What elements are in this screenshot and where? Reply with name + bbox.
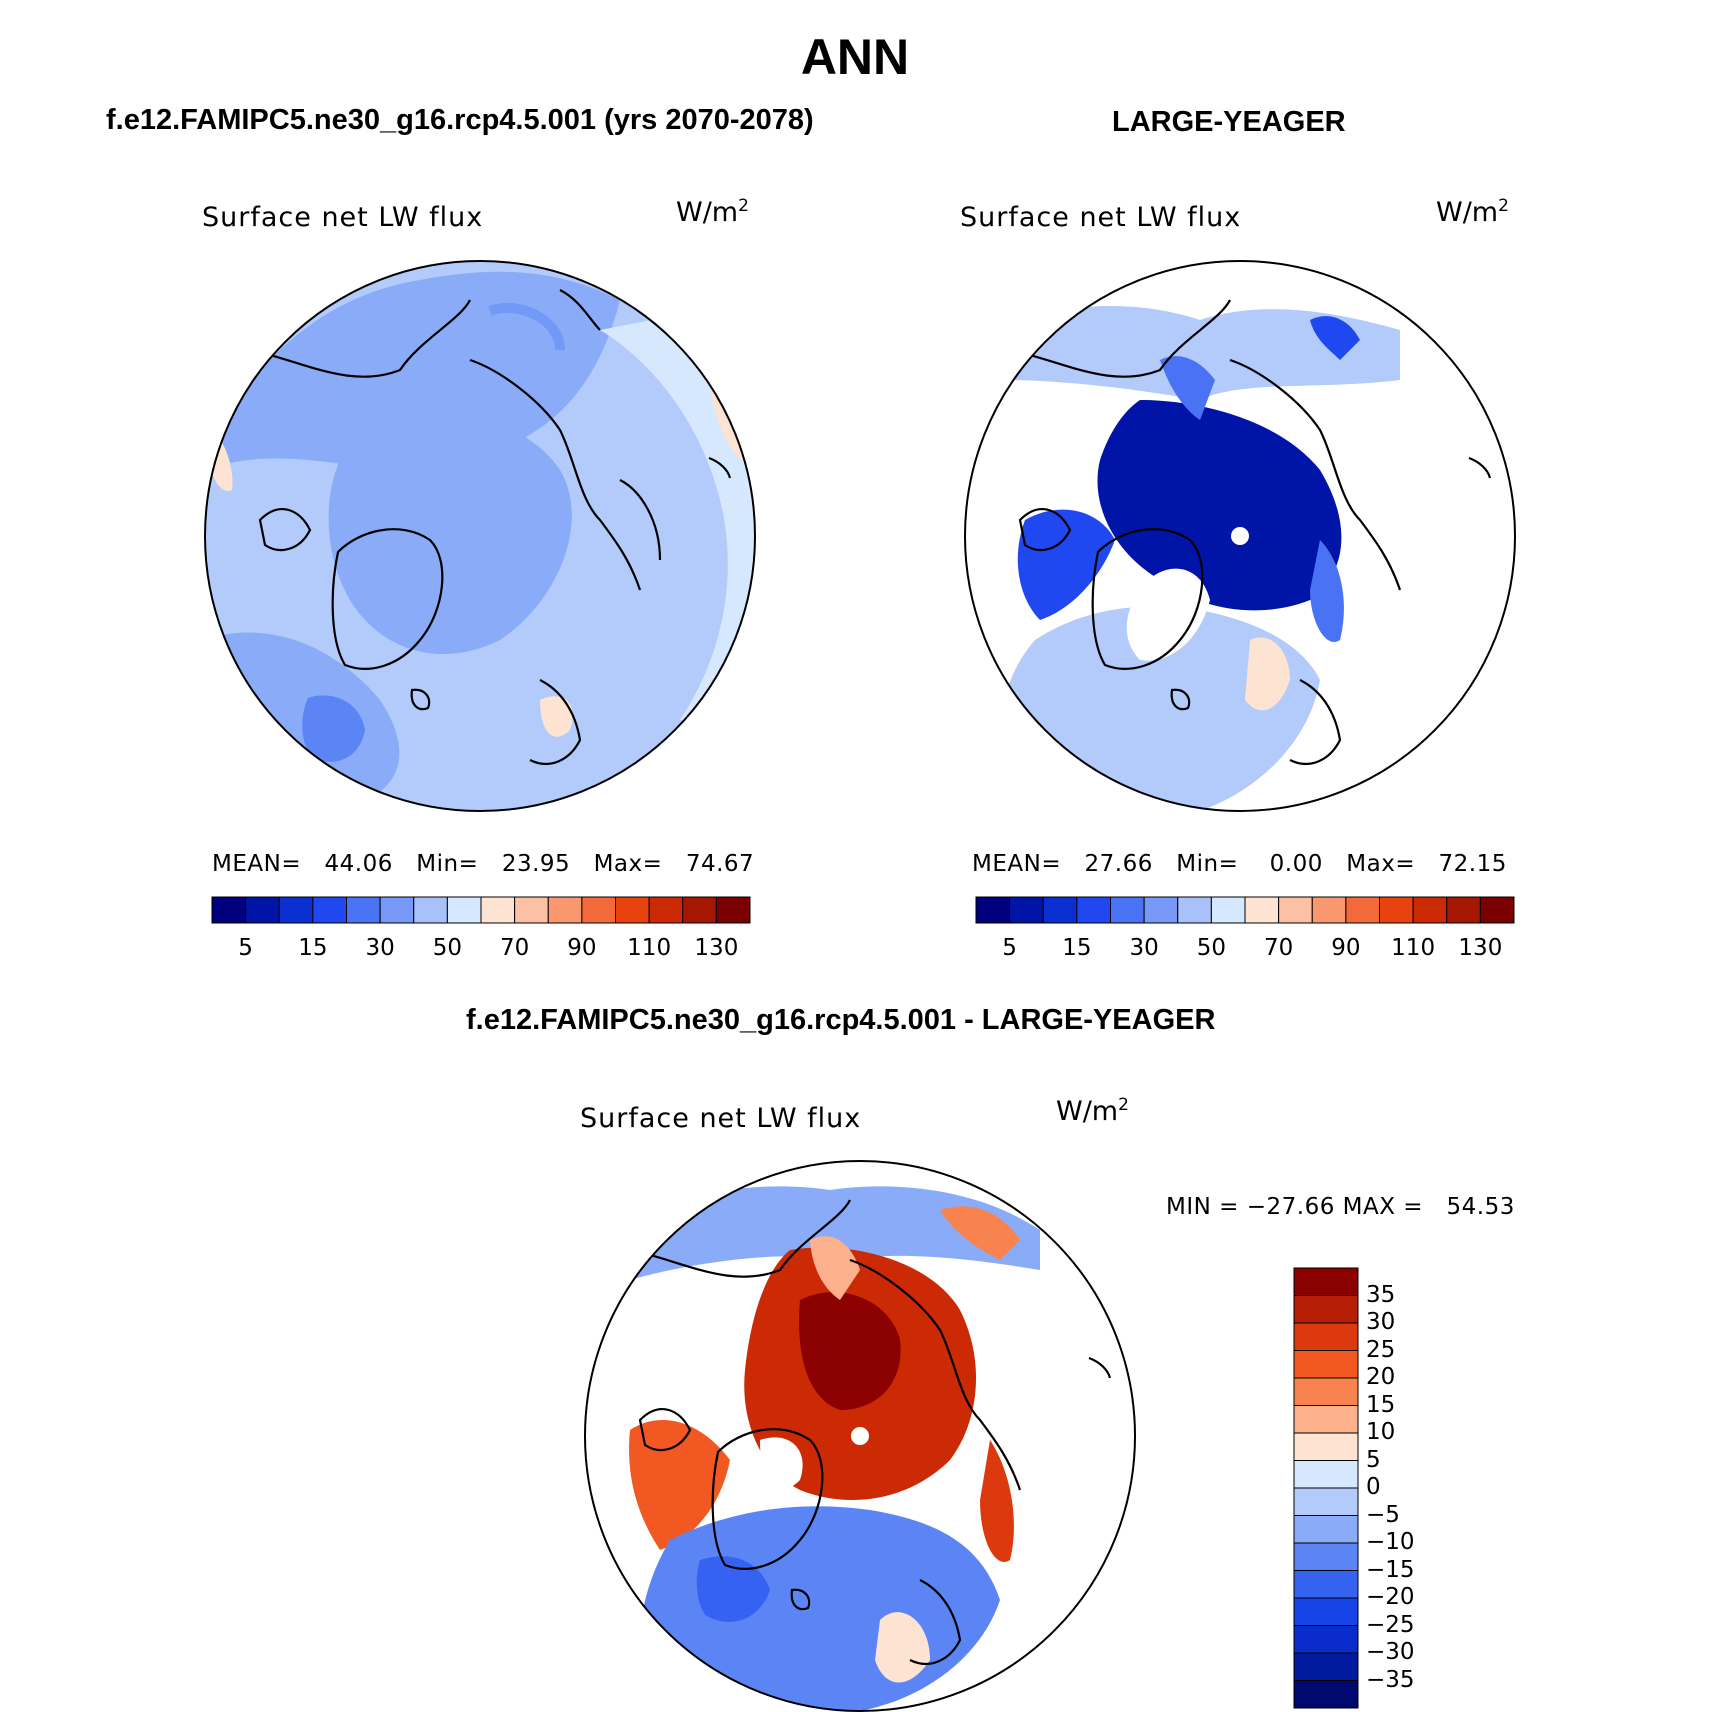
panel3-colorbar-swatch-8 — [1293, 1487, 1359, 1516]
panel3-colorbar-swatch-5 — [1293, 1405, 1359, 1434]
panel3-colorbar-tick-label: −30 — [1366, 1639, 1415, 1665]
panel1-colorbar-tick-label: 70 — [499, 935, 530, 961]
panel3-colorbar-swatch-6 — [1293, 1432, 1359, 1461]
panel1-colorbar-swatch-3 — [312, 896, 347, 924]
panel2-colorbar-swatch-7 — [1210, 896, 1246, 924]
panel1-stats: MEAN= 44.06 Min= 23.95 Max= 74.67 — [212, 851, 755, 877]
panel2-colorbar-tick-label: 30 — [1129, 935, 1159, 961]
main-title: ANN — [800, 29, 910, 85]
panel2-variable-label: Surface net LW flux — [960, 202, 1242, 233]
panel2-colorbar-swatch-12 — [1379, 896, 1414, 924]
panel2-colorbar — [975, 896, 1515, 924]
panel1-colorbar-swatch-4 — [346, 896, 381, 924]
panel3-stats: MIN = −27.66 MAX = 54.53 — [1166, 1194, 1515, 1220]
panel1-colorbar-swatch-10 — [547, 896, 583, 924]
panel1-colorbar-swatch-11 — [581, 896, 616, 924]
panel1-colorbar-tick-label: 30 — [365, 935, 395, 961]
panel1-colorbar — [211, 896, 751, 924]
panel3-colorbar — [1293, 1267, 1359, 1709]
panel2-colorbar-swatch-1 — [1009, 896, 1044, 924]
panel3-colorbar-tick-label: 25 — [1366, 1336, 1396, 1363]
panel3-colorbar-tick-label: −15 — [1366, 1556, 1415, 1583]
panel3-colorbar-tick-label: −35 — [1366, 1666, 1415, 1693]
panel2-colorbar-swatch-0 — [975, 896, 1011, 924]
panel2-stats: MEAN= 27.66 Min= 0.00 Max= 72.15 — [972, 851, 1507, 877]
panel3-case-title: f.e12.FAMIPC5.ne30_g16.rcp4.5.001 - LARG… — [466, 1004, 1216, 1036]
panel3-colorbar-swatch-1 — [1293, 1295, 1359, 1324]
panel3-colorbar-tick-label: 5 — [1366, 1446, 1381, 1473]
panel1-colorbar-swatch-8 — [480, 896, 516, 924]
panel2-colorbar-swatch-5 — [1143, 896, 1179, 924]
panel3-colorbar-tick-label: 10 — [1366, 1419, 1396, 1445]
panel2-colorbar-tick-label: 15 — [1062, 935, 1092, 961]
panel3-colorbar-swatch-9 — [1293, 1515, 1359, 1544]
panel2-colorbar-tick-label: 70 — [1263, 935, 1294, 961]
panel1-colorbar-swatch-1 — [245, 896, 280, 924]
panel3-map — [584, 1160, 1136, 1712]
panel3-colorbar-tick-label: 15 — [1366, 1391, 1396, 1418]
panel3-colorbar-swatch-7 — [1293, 1460, 1359, 1489]
panel1-colorbar-swatch-6 — [413, 896, 448, 924]
panel1-colorbar-swatch-5 — [379, 896, 415, 924]
panel3-colorbar-tick-label: −25 — [1366, 1611, 1415, 1638]
panel3-colorbar-tick-label: −5 — [1366, 1501, 1400, 1528]
panel2-colorbar-tick-label: 5 — [1002, 935, 1017, 961]
panel2-colorbar-swatch-13 — [1412, 896, 1448, 924]
panel1-colorbar-tick-label: 15 — [298, 935, 328, 961]
panel2-colorbar-swatch-10 — [1311, 896, 1347, 924]
panel1-units: W/m2 — [676, 196, 749, 228]
panel1-colorbar-swatch-14 — [682, 896, 717, 924]
panel3-colorbar-tick-label: −10 — [1366, 1529, 1415, 1555]
panel2-colorbar-swatch-15 — [1479, 896, 1515, 924]
panel2-colorbar-swatch-2 — [1042, 896, 1078, 924]
panel3-colorbar-tick-label: 35 — [1366, 1281, 1396, 1308]
panel1-case-title: f.e12.FAMIPC5.ne30_g16.rcp4.5.001 (yrs 2… — [106, 104, 814, 136]
panel1-colorbar-tick-label: 130 — [694, 935, 739, 961]
panel2-units: W/m2 — [1436, 196, 1509, 228]
panel1-colorbar-tick-label: 50 — [432, 935, 463, 961]
panel2-colorbar-swatch-11 — [1345, 896, 1380, 924]
panel2-colorbar-tick-label: 90 — [1331, 935, 1361, 961]
panel1-colorbar-swatch-15 — [715, 896, 751, 924]
panel2-map — [964, 260, 1516, 812]
panel3-colorbar-swatch-11 — [1293, 1570, 1359, 1599]
panel3-colorbar-swatch-3 — [1293, 1350, 1359, 1379]
panel1-variable-label: Surface net LW flux — [202, 202, 484, 233]
panel2-colorbar-swatch-8 — [1244, 896, 1280, 924]
panel1-map — [204, 260, 756, 812]
panel2-colorbar-tick-label: 110 — [1391, 935, 1436, 961]
panel1-colorbar-swatch-12 — [615, 896, 650, 924]
panel2-case-title: LARGE-YEAGER — [1112, 106, 1346, 138]
panel3-variable-label: Surface net LW flux — [580, 1103, 862, 1134]
panel3-units: W/m2 — [1056, 1095, 1129, 1127]
panel3-colorbar-tick-label: 30 — [1366, 1309, 1396, 1335]
panel3-colorbar-swatch-13 — [1293, 1625, 1359, 1654]
panel3-colorbar-tick-label: 0 — [1366, 1474, 1381, 1500]
panel1-colorbar-swatch-0 — [211, 896, 247, 924]
panel3-colorbar-swatch-15 — [1293, 1680, 1359, 1709]
panel3-colorbar-swatch-12 — [1293, 1597, 1359, 1626]
panel1-colorbar-tick-label: 5 — [238, 935, 253, 961]
panel2-colorbar-swatch-4 — [1110, 896, 1145, 924]
panel3-colorbar-swatch-10 — [1293, 1542, 1359, 1571]
panel1-colorbar-swatch-13 — [648, 896, 684, 924]
panel1-colorbar-swatch-2 — [278, 896, 314, 924]
panel1-colorbar-swatch-7 — [446, 896, 482, 924]
panel3-colorbar-swatch-4 — [1293, 1377, 1359, 1406]
panel3-colorbar-swatch-14 — [1293, 1652, 1359, 1681]
panel3-colorbar-tick-label: −20 — [1366, 1584, 1415, 1610]
panel2-colorbar-swatch-3 — [1076, 896, 1111, 924]
panel3-colorbar-swatch-2 — [1293, 1322, 1359, 1351]
panel1-colorbar-swatch-9 — [514, 896, 549, 924]
panel2-colorbar-swatch-6 — [1177, 896, 1212, 924]
panel1-colorbar-tick-label: 110 — [627, 935, 672, 961]
panel2-colorbar-tick-label: 130 — [1458, 935, 1503, 961]
panel2-colorbar-swatch-9 — [1278, 896, 1313, 924]
panel3-colorbar-tick-label: 20 — [1366, 1364, 1396, 1390]
panel2-colorbar-swatch-14 — [1446, 896, 1481, 924]
panel3-colorbar-swatch-0 — [1293, 1267, 1359, 1296]
panel2-colorbar-tick-label: 50 — [1196, 935, 1227, 961]
panel1-colorbar-tick-label: 90 — [567, 935, 597, 961]
